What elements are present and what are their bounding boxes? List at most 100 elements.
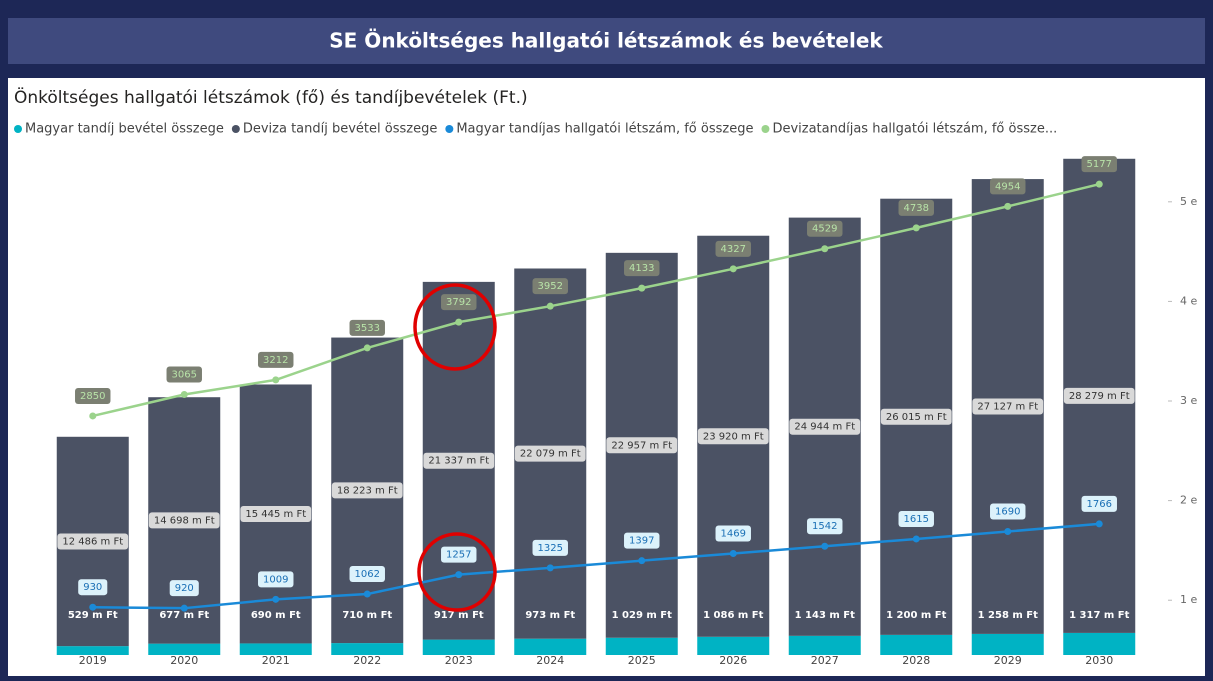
line-value-label-bg <box>441 294 477 311</box>
page-title: SE Önköltséges hallgatói létszámok és be… <box>329 29 883 53</box>
bar-value-label: 28 279 m Ft <box>1069 391 1130 402</box>
line-value-label: 1397 <box>629 536 654 547</box>
line-value-label: 4954 <box>995 181 1020 192</box>
y2-tick-label: 1 e <box>1180 593 1197 606</box>
line-point <box>272 595 280 603</box>
legend-marker <box>761 125 770 133</box>
line-point <box>729 265 737 273</box>
bar <box>605 637 678 655</box>
bar-value-label-bg <box>514 445 586 462</box>
bar-value-label: 1 200 m Ft <box>886 610 947 621</box>
line-value-label-bg <box>166 366 202 383</box>
line-point <box>912 535 920 543</box>
bar-value-label: 18 223 m Ft <box>337 485 398 496</box>
line-value-label-bg <box>898 510 934 527</box>
line-value-label-bg <box>532 278 568 295</box>
line-point <box>272 376 280 384</box>
x-tick-label: 2030 <box>1085 654 1113 667</box>
bar-value-label: 1 029 m Ft <box>612 610 673 621</box>
bar-value-label-bg <box>240 505 312 522</box>
line-value-label-bg <box>441 546 477 563</box>
y2-tick-label: 4 e <box>1180 294 1197 307</box>
line-point <box>1004 527 1012 535</box>
line-value-label: 1690 <box>995 506 1020 517</box>
legend-label: Magyar tandíj bevétel összege <box>25 122 224 137</box>
bar-value-label-bg <box>148 512 220 529</box>
highlight-circle <box>417 532 497 612</box>
line-value-label: 4529 <box>812 224 837 235</box>
bar <box>697 636 770 655</box>
legend-marker <box>231 125 240 133</box>
legend-marker <box>445 125 454 133</box>
line-point <box>363 590 371 598</box>
bar <box>331 643 404 655</box>
line-value-label: 3952 <box>538 281 563 292</box>
line-value-label: 1009 <box>263 574 288 585</box>
line-point <box>1004 202 1012 210</box>
line-point <box>912 224 920 232</box>
legend-marker <box>14 125 22 133</box>
line-value-label-bg <box>624 532 660 549</box>
x-tick-label: 2025 <box>628 654 656 667</box>
chart-title: Önköltséges hallgatói létszámok (fő) és … <box>14 86 528 108</box>
bar-value-label: 1 143 m Ft <box>795 610 856 621</box>
bar-value-label: 917 m Ft <box>434 610 484 621</box>
line-point <box>638 284 646 292</box>
line-point <box>89 412 97 420</box>
line-value-label: 1542 <box>812 521 837 532</box>
line-value-label-bg <box>990 503 1026 520</box>
line-value-label: 1766 <box>1087 499 1112 510</box>
line-point <box>455 318 463 326</box>
line-value-label-bg <box>1081 495 1117 512</box>
legend-label: Magyar tandíjas hallgatói létszám, fő ös… <box>456 122 753 137</box>
x-tick-label: 2019 <box>79 654 107 667</box>
x-tick-label: 2028 <box>902 654 930 667</box>
bar-value-label: 1 317 m Ft <box>1069 610 1130 621</box>
line-value-label-bg <box>258 571 294 588</box>
bar <box>239 643 312 655</box>
x-tick-label: 2021 <box>262 654 290 667</box>
bar-value-label: 26 015 m Ft <box>886 412 947 423</box>
line-value-label: 1615 <box>904 514 929 525</box>
legend-label: Devizatandíjas hallgatói létszám, fő öss… <box>772 122 1057 137</box>
bar <box>971 633 1044 655</box>
line-value-label-bg <box>624 260 660 277</box>
line-point <box>821 245 829 253</box>
line-value-label-bg <box>898 199 934 216</box>
plot: Magyar tandíj bevétel összege Deviza tand… <box>14 122 1197 667</box>
bar-value-label: 1 086 m Ft <box>703 610 764 621</box>
line-point <box>821 542 829 550</box>
bar-value-label-bg <box>880 408 952 425</box>
bar <box>422 639 495 655</box>
line-point <box>89 603 97 611</box>
bar-value-label: 23 920 m Ft <box>703 431 764 442</box>
x-tick-label: 2022 <box>353 654 381 667</box>
bar-value-label: 529 m Ft <box>68 610 118 621</box>
line-point <box>363 344 371 352</box>
legend-label: Deviza tandíj bevétel összege <box>243 122 438 137</box>
line-value-label-bg <box>715 525 751 542</box>
line-value-label: 1469 <box>721 529 746 540</box>
bar-value-label: 24 944 m Ft <box>794 422 855 433</box>
bar-value-label-bg <box>423 452 495 469</box>
line-value-label: 4327 <box>721 244 746 255</box>
y2-tick-label: 3 e <box>1180 394 1197 407</box>
bar-value-label: 690 m Ft <box>251 610 301 621</box>
line-value-label: 1257 <box>446 550 471 561</box>
line-value-label-bg <box>349 319 385 336</box>
line-value-label-bg <box>807 220 843 237</box>
x-tick-label: 2024 <box>536 654 564 667</box>
line-value-label-bg <box>1081 156 1117 173</box>
line-value-label: 3212 <box>263 355 288 366</box>
line-point <box>180 391 188 399</box>
line-value-label: 2850 <box>80 391 105 402</box>
bar-value-label: 21 337 m Ft <box>428 456 489 467</box>
line-value-label-bg <box>990 178 1026 195</box>
header-band <box>8 18 1205 64</box>
line-value-label: 5177 <box>1087 159 1112 170</box>
line-point <box>1095 180 1103 188</box>
line-value-label-bg <box>807 518 843 535</box>
line-value-label-bg <box>715 240 751 257</box>
bar-value-label: 22 079 m Ft <box>520 449 581 460</box>
line-value-label: 4738 <box>904 203 929 214</box>
